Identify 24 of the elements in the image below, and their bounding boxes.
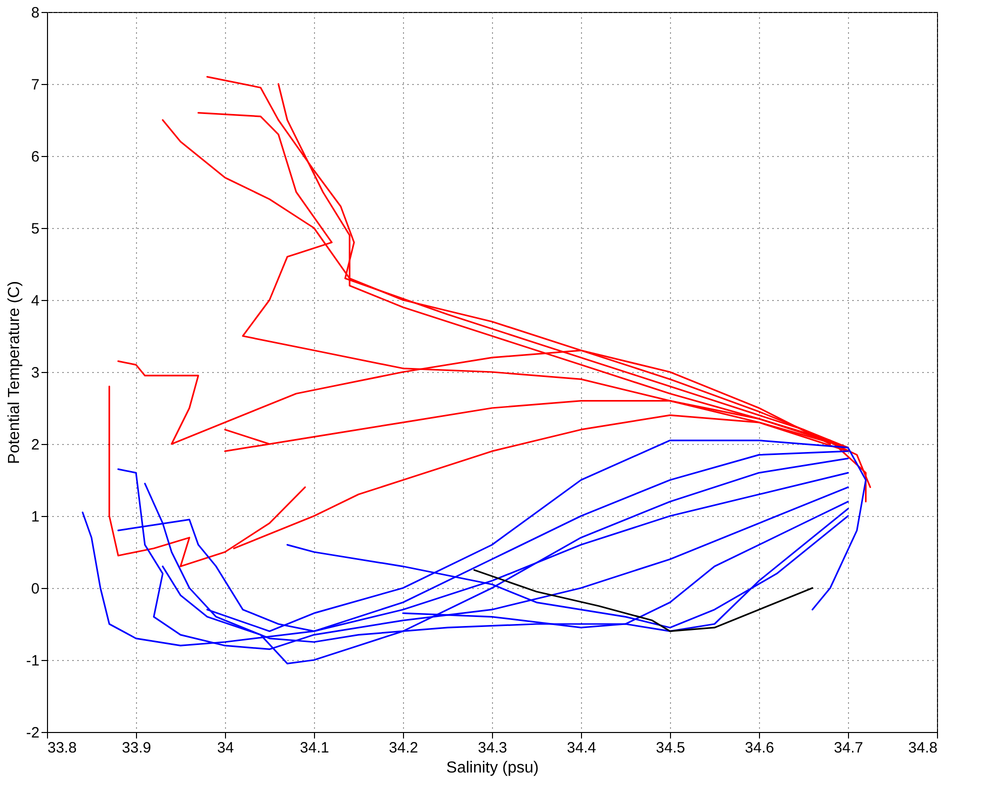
x-tick-label: 34.1 bbox=[300, 740, 330, 756]
x-tick-label: 34 bbox=[217, 740, 234, 756]
x-tick-label: 34.6 bbox=[744, 740, 774, 756]
y-tick-label: 7 bbox=[31, 76, 40, 94]
x-tick-label: 34.2 bbox=[388, 740, 418, 756]
y-tick-label: 6 bbox=[31, 148, 40, 166]
x-tick-label: 34.8 bbox=[908, 740, 938, 756]
y-tick-label: 4 bbox=[31, 292, 40, 310]
x-tick-label: 33.8 bbox=[48, 740, 77, 756]
x-tick-label: 33.9 bbox=[122, 740, 152, 756]
y-tick-label: 8 bbox=[31, 4, 40, 22]
x-tick-label: 34.7 bbox=[834, 740, 864, 756]
x-axis-title: Salinity (psu) bbox=[446, 760, 539, 776]
y-axis-title: Potential Temperature (C) bbox=[6, 281, 24, 464]
x-tick-label: 34.3 bbox=[478, 740, 508, 756]
x-tick-label: 34.4 bbox=[566, 740, 596, 756]
y-tick-label: 1 bbox=[31, 508, 40, 526]
y-tick-label: 0 bbox=[31, 580, 40, 598]
x-tick-label: 34.5 bbox=[656, 740, 686, 756]
y-tick-label: -1 bbox=[26, 652, 40, 670]
y-tick-label: 3 bbox=[31, 364, 40, 382]
y-tick-label: 5 bbox=[31, 220, 40, 238]
y-tick-label: 2 bbox=[31, 436, 40, 454]
y-tick-label: -2 bbox=[26, 724, 40, 742]
